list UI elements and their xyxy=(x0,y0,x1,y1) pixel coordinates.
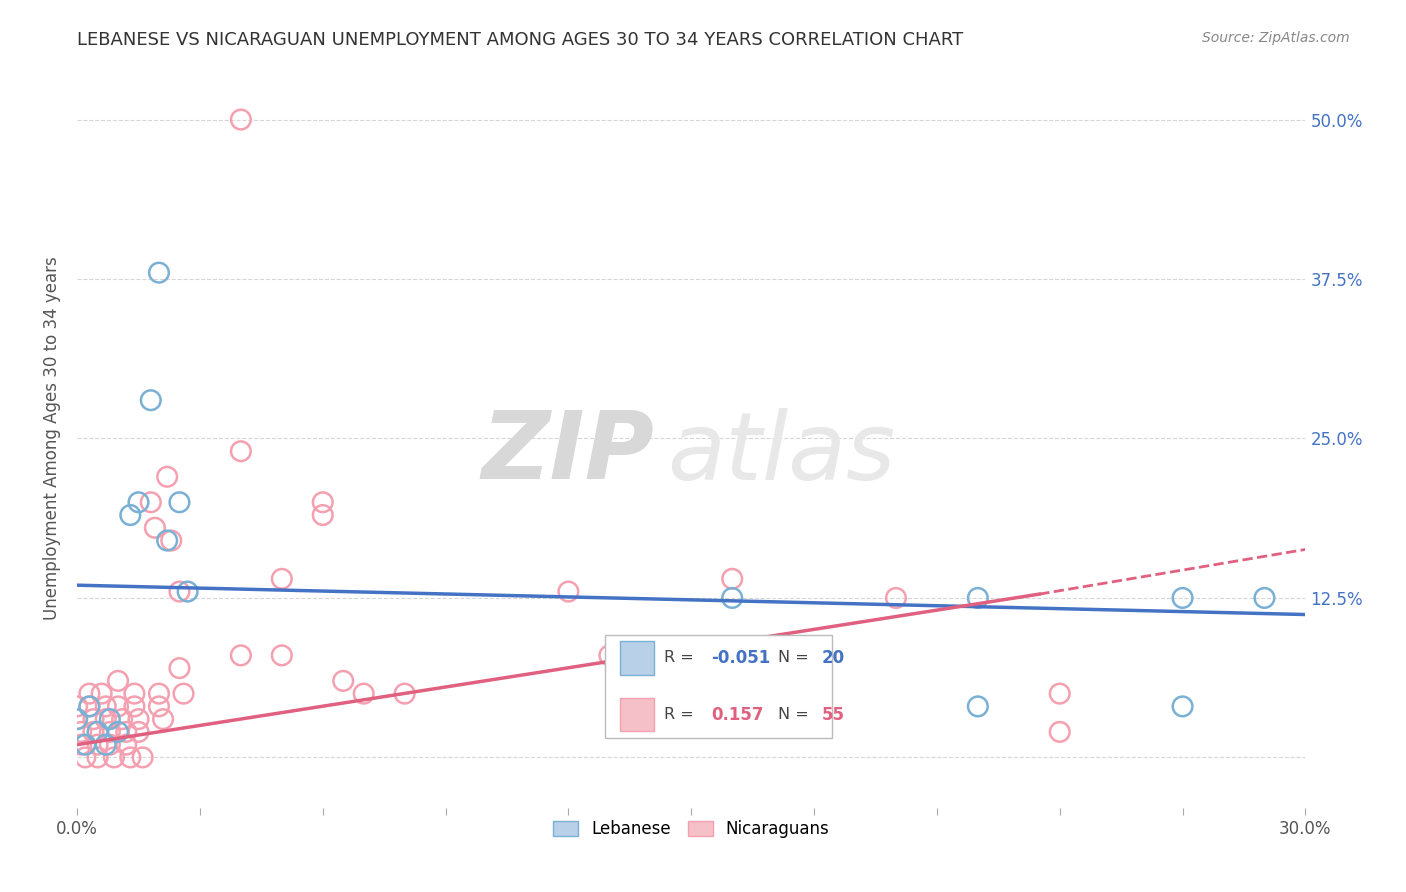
Point xyxy=(82,712,104,726)
Point xyxy=(312,508,335,522)
Point xyxy=(82,725,104,739)
Text: 0.157: 0.157 xyxy=(711,706,763,723)
Point xyxy=(128,712,150,726)
Point xyxy=(66,712,89,726)
Point xyxy=(98,738,121,752)
Point xyxy=(1049,687,1071,701)
Point xyxy=(75,750,97,764)
Point xyxy=(120,508,142,522)
Text: 55: 55 xyxy=(821,706,845,723)
Y-axis label: Unemployment Among Ages 30 to 34 years: Unemployment Among Ages 30 to 34 years xyxy=(44,257,60,620)
Point xyxy=(70,725,93,739)
Point xyxy=(94,699,117,714)
Point xyxy=(107,673,129,688)
Point xyxy=(156,533,179,548)
Point xyxy=(229,444,252,458)
Point xyxy=(128,725,150,739)
Point xyxy=(176,584,198,599)
Point xyxy=(173,687,195,701)
Point xyxy=(124,699,146,714)
Point xyxy=(98,725,121,739)
Point xyxy=(152,712,174,726)
Point xyxy=(169,584,191,599)
Legend: Lebanese, Nicaraguans: Lebanese, Nicaraguans xyxy=(546,814,837,845)
Point xyxy=(270,648,292,663)
Point xyxy=(148,266,170,280)
Point xyxy=(90,687,112,701)
Point xyxy=(94,712,117,726)
Point xyxy=(966,591,988,605)
Point xyxy=(103,750,125,764)
Point xyxy=(120,750,142,764)
Point xyxy=(70,738,93,752)
Point xyxy=(86,725,108,739)
FancyBboxPatch shape xyxy=(620,641,654,674)
Point xyxy=(966,699,988,714)
Text: R =: R = xyxy=(664,650,699,665)
Point xyxy=(721,572,744,586)
Text: -0.051: -0.051 xyxy=(711,648,770,667)
Point xyxy=(75,738,97,752)
Point xyxy=(111,712,134,726)
Point xyxy=(1049,725,1071,739)
Text: N =: N = xyxy=(779,650,814,665)
Point xyxy=(131,750,153,764)
Point xyxy=(66,699,89,714)
Point xyxy=(640,687,662,701)
Text: LEBANESE VS NICARAGUAN UNEMPLOYMENT AMONG AGES 30 TO 34 YEARS CORRELATION CHART: LEBANESE VS NICARAGUAN UNEMPLOYMENT AMON… xyxy=(77,31,963,49)
Point xyxy=(79,699,101,714)
Point xyxy=(270,572,292,586)
Text: 20: 20 xyxy=(821,648,845,667)
Point xyxy=(312,495,335,509)
Point xyxy=(124,687,146,701)
Point xyxy=(94,738,117,752)
Point xyxy=(139,495,162,509)
Point xyxy=(156,469,179,483)
Point xyxy=(721,591,744,605)
Text: N =: N = xyxy=(779,707,814,723)
Point xyxy=(115,725,138,739)
Point xyxy=(107,699,129,714)
Point xyxy=(139,393,162,408)
Point xyxy=(79,687,101,701)
Point xyxy=(66,712,89,726)
Text: R =: R = xyxy=(664,707,699,723)
Point xyxy=(1253,591,1275,605)
Point xyxy=(229,648,252,663)
Point xyxy=(86,738,108,752)
FancyBboxPatch shape xyxy=(605,634,832,739)
Point xyxy=(160,533,183,548)
Text: ZIP: ZIP xyxy=(481,408,654,500)
Point xyxy=(169,495,191,509)
Point xyxy=(598,648,620,663)
Point xyxy=(229,112,252,127)
Point xyxy=(557,584,579,599)
Point xyxy=(394,687,416,701)
Point xyxy=(1171,699,1194,714)
Point xyxy=(353,687,375,701)
Point xyxy=(115,738,138,752)
Point xyxy=(128,495,150,509)
Point xyxy=(86,750,108,764)
Point xyxy=(79,699,101,714)
Point xyxy=(148,687,170,701)
Point xyxy=(332,673,354,688)
Text: Source: ZipAtlas.com: Source: ZipAtlas.com xyxy=(1202,31,1350,45)
Point xyxy=(148,699,170,714)
Point xyxy=(884,591,907,605)
Point xyxy=(107,725,129,739)
Point xyxy=(143,521,166,535)
Point xyxy=(169,661,191,675)
Text: atlas: atlas xyxy=(666,408,896,499)
Point xyxy=(1171,591,1194,605)
FancyBboxPatch shape xyxy=(620,698,654,731)
Point xyxy=(98,712,121,726)
